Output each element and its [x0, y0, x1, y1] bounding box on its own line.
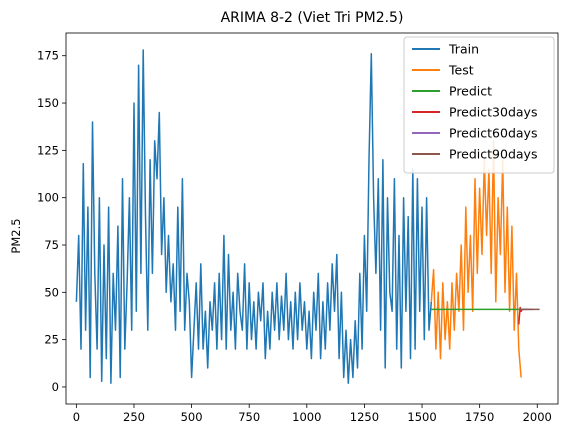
y-tick-label: 75: [44, 238, 59, 252]
y-axis-label: PM2.5: [9, 218, 23, 253]
x-tick-label: 250: [123, 410, 145, 424]
legend-label: Test: [448, 63, 474, 78]
y-tick-label: 25: [44, 333, 59, 347]
y-tick-label: 175: [37, 49, 59, 63]
x-tick-label: 1500: [407, 410, 436, 424]
legend-box: [403, 36, 555, 174]
legend-label: Predict90days: [449, 147, 537, 162]
series-line-train: [75, 49, 433, 384]
x-tick-label: 1000: [292, 410, 321, 424]
x-tick-label: 1250: [350, 410, 379, 424]
y-tick-label: 150: [37, 96, 59, 110]
x-tick-label: 2000: [523, 410, 552, 424]
y-axis: 0 25 50 75 100 125 150 175: [37, 49, 66, 394]
x-axis: 0 250 500 750 1000 1250 1500 1750 2000: [73, 404, 552, 424]
legend: Train Test Predict Predict30days Predict60da…: [403, 36, 555, 174]
legend-label: Train: [448, 42, 479, 57]
plot-area-frame: [65, 32, 559, 405]
series-line-test: [430, 140, 522, 378]
x-tick-label: 1750: [465, 410, 494, 424]
x-tick-label: 500: [181, 410, 203, 424]
chart-title: ARIMA 8-2 (Viet Tri PM2.5): [221, 10, 404, 26]
plot-series-group: [75, 49, 540, 384]
y-tick-label: 125: [37, 143, 59, 157]
legend-label: Predict60days: [449, 126, 537, 141]
x-tick-label: 0: [73, 410, 80, 424]
y-tick-label: 100: [37, 191, 59, 205]
y-tick-label: 50: [44, 285, 59, 299]
y-tick-label: 0: [52, 380, 59, 394]
legend-label: Predict: [449, 84, 492, 99]
x-tick-label: 750: [238, 410, 260, 424]
legend-label: Predict30days: [449, 105, 537, 120]
